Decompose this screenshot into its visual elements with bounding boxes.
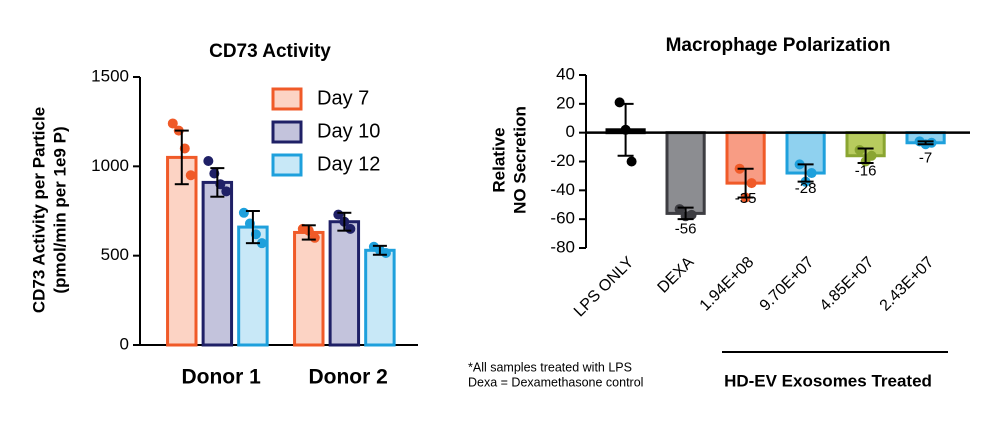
error-bar [337,211,352,232]
y-axis-label: Relative [489,127,508,192]
data-point [626,156,637,167]
y-tick-label: -40 [550,180,575,199]
data-point [806,168,817,179]
value-label: -56 [675,220,697,237]
value-label: -16 [855,163,877,180]
data-point [614,97,625,108]
y-tick-label: -80 [550,237,575,256]
y-tick-label: 40 [556,64,575,83]
error-bar [372,244,387,256]
x-tick-label: Donor 2 [308,366,387,389]
data-point [221,186,232,197]
x-tick-label: DEXA [655,254,698,297]
data-point [185,170,196,181]
y-axis-label: CD73 Activity per Particle [29,107,48,313]
legend-label: Day 10 [317,120,380,142]
data-point [854,144,865,155]
error-bar [174,129,189,186]
error-bar [797,163,814,183]
error-bar [917,140,934,146]
data-point [167,118,178,129]
error-bar [677,206,694,221]
error-bar [245,210,260,245]
legend-swatch [271,120,303,144]
chart-title: Macrophage Polarization [666,35,891,56]
bar [364,248,396,347]
value-label: -35 [735,190,757,207]
data-point [380,247,391,258]
bar [665,131,706,215]
y-tick-label: 20 [556,93,575,112]
legend-swatch [271,153,303,177]
footnote: *All samples treated with LPS [468,360,632,374]
error-bar [857,147,874,164]
data-point [309,232,320,243]
data-point [203,155,214,166]
y-tick-label: 500 [101,245,129,264]
y-tick-label: 1500 [91,66,129,85]
legend-label: Day 12 [317,153,380,175]
y-tick-label: -20 [550,151,575,170]
data-point [345,223,356,234]
x-tick-label: 1.94E+08 [697,254,758,315]
x-tick-label: LPS ONLY [571,254,638,321]
data-point [866,150,877,161]
error-bar [301,224,316,241]
value-label: -7 [919,150,932,167]
data-point [238,207,249,218]
y-axis-label: (pmol/min per 1e9 P) [50,126,69,293]
bar [328,220,361,347]
legend-label: Day 7 [317,87,369,109]
x-tick-label: 2.43E+07 [877,254,938,315]
y-tick-label: 1000 [91,156,129,175]
chart-title: CD73 Activity [209,41,331,62]
data-point [686,209,697,220]
data-point [926,137,937,148]
data-point [674,204,685,215]
y-tick-label: -60 [550,209,575,228]
error-bar [617,102,634,157]
group-label: HD-EV Exosomes Treated [724,371,932,390]
bar [201,180,234,347]
x-tick-label: 4.85E+07 [817,254,878,315]
error-bar [210,167,225,198]
bar [166,155,198,347]
legend-swatch [271,87,303,111]
footnote: Dexa = Dexamethasone control [468,375,643,389]
bar [293,230,325,347]
value-label: -28 [795,180,817,197]
x-tick-label: 9.70E+07 [757,254,818,315]
data-point [256,238,267,249]
y-tick-label: 0 [566,122,575,141]
data-point [746,178,757,189]
y-axis-label: NO Secretion [510,106,529,214]
error-bar [737,167,754,199]
y-tick-label: 0 [120,334,129,353]
x-tick-label: Donor 1 [181,366,261,389]
